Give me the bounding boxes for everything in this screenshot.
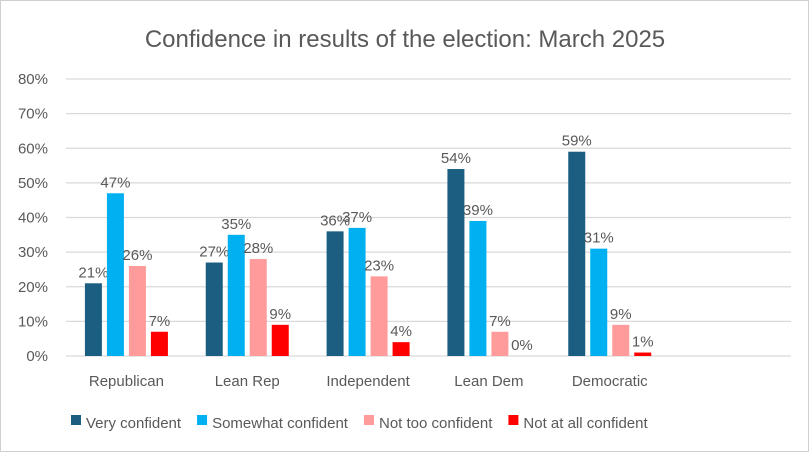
bar	[128, 265, 146, 356]
data-label: 7%	[149, 313, 171, 330]
bar	[84, 283, 102, 356]
data-label: 47%	[100, 174, 130, 191]
bar	[590, 248, 608, 356]
bar	[612, 324, 630, 356]
x-tick-label: Republican	[89, 373, 164, 390]
data-label: 23%	[364, 257, 394, 274]
bar	[326, 231, 344, 356]
y-tick-label: 70%	[18, 106, 48, 123]
bar	[106, 193, 124, 356]
data-label: 0%	[511, 337, 533, 354]
data-label: 37%	[342, 209, 372, 226]
y-tick-label: 60%	[18, 140, 48, 157]
bar	[469, 220, 487, 356]
legend-label: Not at all confident	[523, 415, 648, 432]
x-tick-label: Democratic	[572, 373, 648, 390]
x-tick-label: Lean Dem	[454, 373, 523, 390]
data-label: 9%	[269, 306, 291, 323]
bar	[370, 276, 388, 356]
bar	[447, 169, 465, 356]
chart-title: Confidence in results of the election: M…	[145, 26, 665, 53]
bar	[392, 342, 410, 356]
bar	[249, 259, 267, 356]
x-tick-label: Lean Rep	[215, 373, 280, 390]
data-label: 54%	[441, 150, 471, 167]
data-label: 59%	[562, 133, 592, 150]
legend-label: Somewhat confident	[212, 415, 349, 432]
legend-swatch	[508, 415, 519, 425]
x-tick-label: Independent	[326, 373, 410, 390]
bar	[348, 227, 366, 356]
bar	[491, 331, 509, 356]
bar	[150, 331, 168, 356]
data-label: 36%	[320, 212, 350, 229]
data-label: 28%	[243, 240, 273, 257]
data-label: 26%	[122, 247, 152, 264]
bar	[271, 324, 289, 356]
data-label: 1%	[632, 334, 654, 351]
data-label: 31%	[584, 230, 614, 247]
y-tick-label: 50%	[18, 175, 48, 192]
y-tick-label: 30%	[18, 244, 48, 261]
legend-swatch	[71, 415, 81, 425]
data-label: 39%	[463, 202, 493, 219]
legend-label: Very confident	[86, 415, 182, 432]
legend-swatch	[363, 415, 374, 425]
y-tick-label: 80%	[18, 71, 48, 88]
data-label: 7%	[489, 313, 511, 330]
bar	[568, 151, 586, 356]
y-tick-label: 0%	[26, 348, 48, 365]
bar	[205, 262, 223, 356]
y-tick-label: 40%	[18, 210, 48, 227]
data-label: 4%	[390, 323, 412, 340]
bar	[227, 234, 245, 356]
data-label: 21%	[78, 264, 108, 281]
data-label: 9%	[610, 306, 632, 323]
y-tick-label: 10%	[18, 313, 48, 330]
data-label: 35%	[221, 216, 251, 233]
bar	[634, 352, 652, 356]
y-tick-label: 20%	[18, 279, 48, 296]
legend-label: Not too confident	[379, 415, 493, 432]
data-label: 27%	[199, 244, 229, 261]
legend-swatch	[197, 415, 208, 425]
